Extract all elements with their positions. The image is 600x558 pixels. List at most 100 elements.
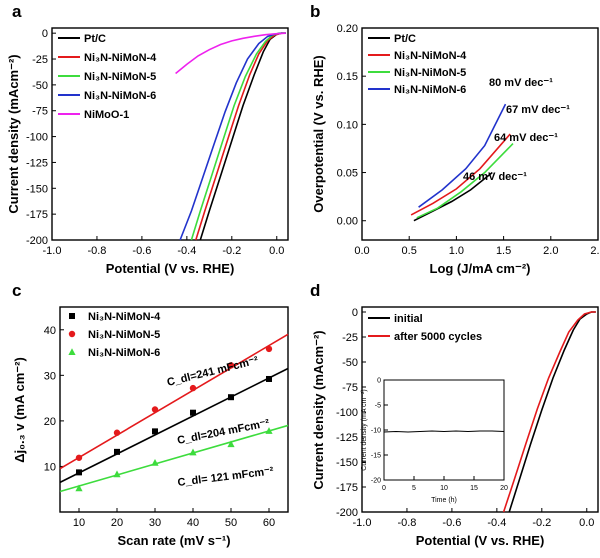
panel-b-x-tick-label: 2.5 <box>590 245 600 257</box>
panel-c-legend-label-1: Ni₃N-NiMoN-4 <box>88 311 161 323</box>
panel-d-y-tick-label: -125 <box>336 432 358 444</box>
panel-c-point <box>190 409 196 416</box>
panel-b-legend: Pt/C Ni₃N-NiMoN-4 Ni₃N-NiMoN-5 Ni₃N-NiMoN-6 <box>368 33 467 96</box>
panel-b-y-tick-label: 0.00 <box>337 216 358 228</box>
panel-b-legend-item-3-label: Ni₃N-NiMoN-5 <box>394 67 466 79</box>
panel-a-y-tick-label: -150 <box>26 183 48 195</box>
panel-b-y-tick-label: 0.05 <box>337 168 358 180</box>
panel-c-series <box>59 333 289 493</box>
panel-a-legend-item-2-label: Ni₃N-NiMoN-4 <box>84 52 157 64</box>
panel-c-y-tick-label: 20 <box>44 416 56 428</box>
inset-ticks: 0 5 10 15 20 0 -5 -10 -15 -20 <box>371 378 508 493</box>
inset-x-tick-label: 15 <box>470 485 478 492</box>
panel-a-x-tick-label: 0.0 <box>269 245 284 257</box>
panel-b-y-tick-label: 0.15 <box>337 71 358 83</box>
panel-c-point <box>152 428 158 435</box>
panel-d-y-tick-label: -75 <box>342 382 358 394</box>
inset-x-axis-label: Time (h) <box>431 497 457 504</box>
panel-a-y-tick-label: -200 <box>26 235 48 247</box>
panel-d-y-tick-label: -175 <box>336 482 358 494</box>
panel-b-slope-label-3: 64 mV dec⁻¹ <box>494 132 558 144</box>
panel-c-point <box>227 440 235 448</box>
panel-c-x-tick-label: 50 <box>225 517 237 529</box>
panel-b-series-line-3 <box>416 143 514 219</box>
panel-a-x-tick-label: -1.0 <box>43 245 62 257</box>
panel-b-y-tick-label: 0.10 <box>337 119 358 131</box>
panel-c-point <box>151 406 159 413</box>
panel-a-series <box>175 32 286 241</box>
panel-d-y-tick-label: 0 <box>352 307 358 319</box>
panel-b-frame <box>361 27 599 241</box>
panel-c-point <box>227 362 235 369</box>
panel-d-x-tick-label: -0.4 <box>487 517 506 529</box>
panel-c-cdl-label-1: C_dl=241 mFcm⁻² <box>166 355 260 389</box>
panel-b-legend-item-2-label: Ni₃N-NiMoN-4 <box>394 50 467 62</box>
inset-x-tick-label: 0 <box>382 485 386 492</box>
panel-b-x-tick-label: 0.5 <box>402 245 417 257</box>
panel-d-x-tick-label: -0.8 <box>397 517 416 529</box>
panel-b-slope-label-2: 67 mV dec⁻¹ <box>506 104 570 116</box>
panel-d-legend: initial after 5000 cycles <box>368 313 482 343</box>
inset-y-tick-label: -20 <box>371 478 381 485</box>
panel-c-x-axis-label: Scan rate (mV s⁻¹) <box>117 533 230 548</box>
panel-c-point <box>113 429 121 436</box>
panel-d-x-tick-label: -1.0 <box>353 517 372 529</box>
panel-a-y-tick-label: -100 <box>26 132 48 144</box>
panel-c-legend-marker-3 <box>68 348 76 355</box>
panel-c-cdl-label-2: C_dl=204 mFcm⁻² <box>176 417 270 447</box>
panel-c-y-tick-label: 30 <box>44 370 56 382</box>
panel-a-series-line-1 <box>199 32 286 241</box>
panel-b-y-tick-label: 0.20 <box>337 23 358 35</box>
inset-series-line-1 <box>383 430 505 433</box>
panel-d-inset: 0 5 10 15 20 0 -5 -10 -15 -20 Time (h) Current de… <box>361 378 508 505</box>
panel-d-y-axis-label: Current density (mAcm⁻²) <box>311 330 326 489</box>
panel-b-series <box>410 103 514 222</box>
inset-x-tick-label: 20 <box>500 485 508 492</box>
panel-c-legend-marker-2 <box>68 330 76 338</box>
panel-c-x-tick-label: 20 <box>111 517 123 529</box>
inset-y-tick-label: -5 <box>375 403 381 410</box>
panel-c-legend-label-3: Ni₃N-NiMoN-6 <box>88 347 160 359</box>
panel-c-y-tick-label: 10 <box>44 461 56 473</box>
panel-c-x-tick-label: 30 <box>149 517 161 529</box>
panel-a-x-tick-label: -0.4 <box>177 245 196 257</box>
panel-c-y-axis-label: Δj₀.₃ v (mA cm⁻²) <box>12 357 27 463</box>
panel-a-y-tick-label: -75 <box>32 106 48 118</box>
panel-b-slope-annotations: 80 mV dec⁻¹ 67 mV dec⁻¹ 64 mV dec⁻¹ 46 mV d… <box>463 77 570 183</box>
panel-c-legend-label-2: Ni₃N-NiMoN-5 <box>88 329 160 341</box>
panel-c-legend-marker-1 <box>69 313 75 319</box>
panel-c: c 10 20 30 40 50 60 10 20 30 40 Scan rate (mV s⁻¹… <box>12 281 289 548</box>
panel-b-slope-label-1: 80 mV dec⁻¹ <box>489 77 553 89</box>
panel-d-x-axis-label: Potential (V vs. RHE) <box>416 533 545 548</box>
panel-a-legend-item-4-label: Ni₃N-NiMoN-6 <box>84 90 156 102</box>
panel-b-x-tick-label: 1.5 <box>496 245 511 257</box>
inset-x-tick-label: 10 <box>440 485 448 492</box>
panel-d-ticks: -1.0 -0.8 -0.6 -0.4 -0.2 0.00-25-50-75-100-12… <box>336 307 594 529</box>
panel-d-x-tick-label: 0.0 <box>579 517 594 529</box>
panel-c-point <box>75 454 83 461</box>
panel-c-x-tick-label: 10 <box>73 517 85 529</box>
panel-c-fit-line-3 <box>59 424 289 493</box>
panel-b-label: b <box>310 2 320 21</box>
panel-c-cdl-label-3: C_dl= 121 mFcm⁻² <box>177 465 275 489</box>
panel-c-fit-line-1 <box>59 367 289 484</box>
panel-c-point <box>189 448 197 456</box>
panel-d-series-line-1 <box>508 311 596 513</box>
panel-d-legend-item-2-label: after 5000 cycles <box>394 331 482 343</box>
panel-d-series <box>502 311 596 513</box>
panel-d-x-tick-label: -0.2 <box>532 517 551 529</box>
panel-a-label: a <box>12 2 22 21</box>
panel-c-legend: Ni₃N-NiMoN-4 Ni₃N-NiMoN-5 Ni₃N-NiMoN-6 <box>68 311 161 359</box>
panel-b-legend-item-1-label: Pt/C <box>394 33 416 45</box>
inset-y-tick-label: -10 <box>371 428 381 435</box>
panel-b-series-line-2 <box>410 133 511 216</box>
panel-c-point <box>266 375 272 382</box>
panel-a-y-tick-label: -25 <box>32 54 48 66</box>
panel-a-legend-item-1-label: Pt/C <box>84 33 106 45</box>
panel-c-point <box>265 345 273 353</box>
panel-c-fit-line-2 <box>59 333 289 470</box>
panel-a-ticks: -1.0 -0.8 -0.6 -0.4 -0.2 0.0 0 -25 -50 -75 -100 -12… <box>26 28 284 257</box>
panel-c-point <box>228 394 234 401</box>
panel-d-label: d <box>310 281 320 300</box>
panel-c-x-tick-label: 40 <box>187 517 199 529</box>
